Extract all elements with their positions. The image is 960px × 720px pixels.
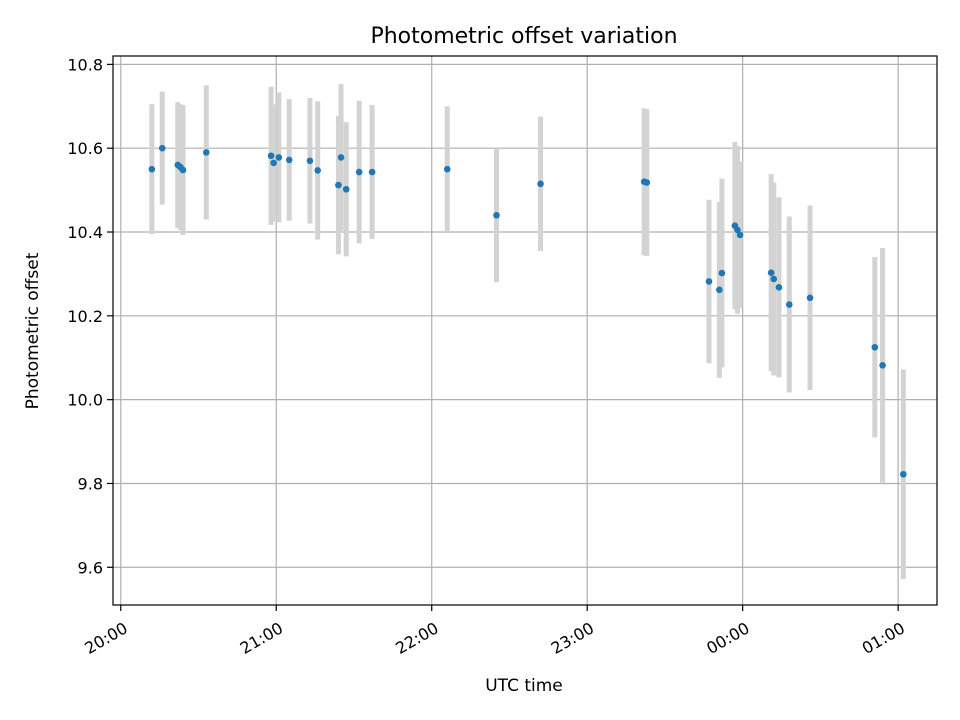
data-point [879,361,886,369]
data-point [355,168,363,176]
data-point [736,231,744,239]
data-point [718,269,726,277]
data-point [285,156,293,164]
data-point [306,157,314,165]
data-point [443,165,451,173]
data-point [337,154,345,161]
y-tick-label: 10.0 [67,391,103,410]
data-point [335,181,342,189]
y-tick-label: 10.4 [67,223,103,242]
data-point [900,470,907,478]
y-tick-label: 10.2 [67,307,103,326]
data-point [342,185,350,193]
y-tick-label: 9.8 [78,474,103,493]
y-axis-label: Photometric offset [23,252,43,409]
data-point [368,168,376,176]
x-axis-label: UTC time [485,676,563,696]
y-tick-label: 10.8 [67,55,103,74]
chart-title: Photometric offset variation [370,24,677,49]
y-tick-label: 10.6 [67,139,103,158]
data-point [148,165,156,173]
data-point [871,343,879,351]
data-point [705,278,713,285]
data-points [148,144,907,478]
data-point [775,284,783,291]
data-point [767,269,775,276]
grid-lines [113,56,937,605]
data-point [493,211,500,219]
data-point [202,149,210,156]
plot-area-frame [112,55,938,606]
data-point [270,159,277,167]
data-point [179,166,187,174]
data-point [267,152,275,160]
data-point [734,226,741,234]
y-tick-label: 9.6 [78,558,103,577]
data-point [158,144,166,152]
data-point [806,294,814,302]
data-point [275,154,283,161]
data-point [716,286,723,294]
data-point [537,180,544,188]
data-point [643,179,651,186]
data-point [314,167,322,174]
y-axis-ticks: 9.6 9.8 10.0 10.2 10.4 10.6 10.8 [67,55,113,577]
data-point [770,275,778,283]
data-point [786,301,793,308]
